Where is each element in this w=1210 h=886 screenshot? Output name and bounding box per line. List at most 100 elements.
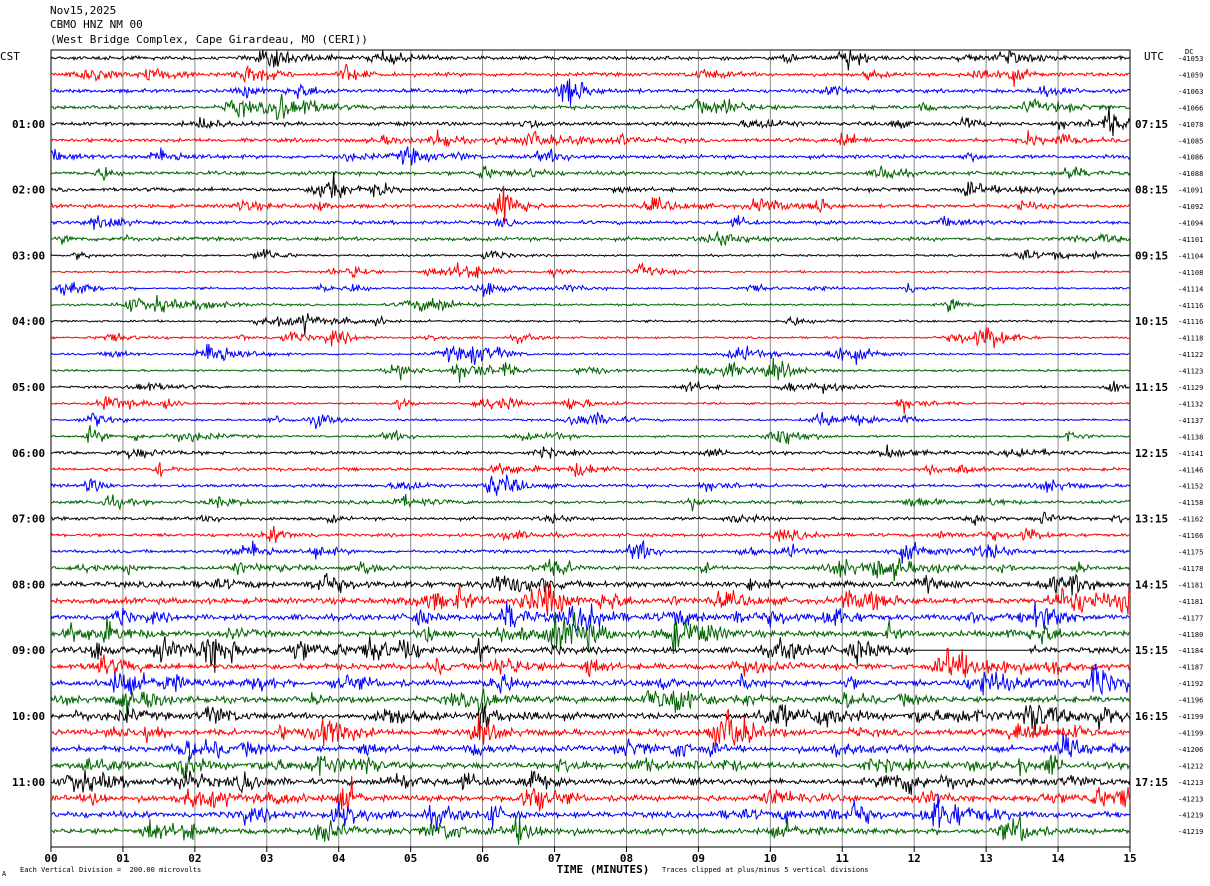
scale-note: Each Vertical Division = 200.00 microvol… <box>20 866 202 874</box>
left-hour-label: 11:00 <box>12 776 45 789</box>
dc-offset-label: -41192 <box>1178 680 1203 688</box>
dc-offset-label: -41181 <box>1178 581 1203 589</box>
dc-offset-label: -41175 <box>1178 549 1203 557</box>
seismic-trace <box>50 573 1131 596</box>
dc-label: DC <box>1185 48 1194 56</box>
dc-offset-label: -41162 <box>1178 516 1203 524</box>
dc-offset-label: -41196 <box>1178 697 1203 705</box>
dc-offset-label: -41129 <box>1178 384 1203 392</box>
x-axis-label: TIME (MINUTES) <box>557 863 650 876</box>
x-tick-label: 06 <box>476 852 490 865</box>
dc-offset-label: -41108 <box>1178 269 1203 277</box>
left-hour-label: 08:00 <box>12 578 45 591</box>
right-hour-label: 17:15 <box>1135 776 1168 789</box>
dc-offset-label: -41114 <box>1178 285 1203 293</box>
seismic-trace <box>50 313 1131 335</box>
dc-offset-label: -41137 <box>1178 417 1203 425</box>
dc-offset-label: -41141 <box>1178 450 1203 458</box>
dc-offset-label: -41092 <box>1178 203 1203 211</box>
seismic-trace <box>50 63 1131 87</box>
seismic-trace <box>50 358 1131 383</box>
dc-offset-label: -41063 <box>1178 88 1203 96</box>
seismic-trace <box>51 326 1131 349</box>
left-hour-label: 10:00 <box>12 710 45 723</box>
left-hour-label: 09:00 <box>12 644 45 657</box>
x-tick-label: 00 <box>44 852 57 865</box>
seismic-trace <box>50 396 1131 414</box>
dc-offset-label: -41199 <box>1178 729 1203 737</box>
left-hour-label: 03:00 <box>12 249 45 262</box>
dc-offset-label: -41212 <box>1178 762 1203 770</box>
dc-offset-label: -41078 <box>1178 121 1203 129</box>
seismic-trace <box>50 558 1131 582</box>
right-hour-label: 15:15 <box>1135 644 1168 657</box>
x-tick-label: 08 <box>620 852 633 865</box>
left-hour-label: 04:00 <box>12 315 45 328</box>
x-tick-label: 04 <box>332 852 346 865</box>
dc-offset-label: -41086 <box>1178 154 1203 162</box>
seismic-trace <box>50 185 1131 225</box>
seismic-trace <box>50 794 1131 831</box>
seismic-trace <box>50 129 1131 148</box>
seismic-trace <box>50 93 1131 120</box>
seismic-trace <box>50 703 1131 739</box>
dc-offset-label: -41219 <box>1178 812 1203 820</box>
seismic-trace <box>50 511 1131 526</box>
dc-offset-label: -41184 <box>1178 647 1203 655</box>
dc-offset-label: -41053 <box>1178 55 1203 63</box>
dc-offset-label: -41187 <box>1178 664 1203 672</box>
dc-offset-label: -41101 <box>1178 236 1203 244</box>
dc-offset-label: -41178 <box>1178 565 1203 573</box>
seismic-trace <box>50 295 1130 313</box>
seismic-trace <box>50 165 1131 182</box>
x-tick-label: 11 <box>836 852 850 865</box>
seismic-trace <box>50 343 1130 366</box>
x-tick-label: 01 <box>116 852 130 865</box>
seismic-trace <box>50 146 1131 166</box>
right-hour-label: 13:15 <box>1135 513 1168 526</box>
corner-mark: A <box>2 870 7 878</box>
seismic-trace <box>50 636 1131 673</box>
seismic-trace <box>50 215 1131 230</box>
x-tick-label: 09 <box>692 852 705 865</box>
dc-offset-label: -41138 <box>1178 433 1203 441</box>
dc-offset-label: -41118 <box>1178 335 1203 343</box>
right-hour-label: 07:15 <box>1135 118 1168 131</box>
right-hour-label: 10:15 <box>1135 315 1168 328</box>
dc-offset-label: -41059 <box>1178 71 1203 79</box>
seismic-trace <box>50 663 1131 696</box>
station-code: CBMO HNZ NM 00 <box>50 18 143 31</box>
x-tick-label: 02 <box>188 852 201 865</box>
dc-offset-label: -41116 <box>1178 302 1203 310</box>
right-hour-label: 09:15 <box>1135 249 1168 262</box>
seismic-trace <box>50 425 1131 445</box>
seismic-trace <box>50 462 1131 477</box>
left-hour-label: 06:00 <box>12 447 45 460</box>
x-tick-label: 13 <box>980 852 993 865</box>
seismic-trace <box>50 78 1131 106</box>
clip-note: Traces clipped at plus/minus 5 vertical … <box>662 866 869 874</box>
seismic-trace <box>50 281 1131 297</box>
seismic-trace <box>50 444 1131 460</box>
right-hour-label: 14:15 <box>1135 578 1168 591</box>
dc-offset-label: -41066 <box>1178 104 1203 112</box>
seismic-trace <box>50 49 1131 71</box>
dc-offset-label: -41152 <box>1178 483 1203 491</box>
dc-offset-label: -41123 <box>1178 368 1203 376</box>
seismic-trace <box>50 709 1130 747</box>
seismic-trace <box>50 380 1131 394</box>
right-timezone-label: UTC <box>1144 50 1164 63</box>
dc-offset-label: -41104 <box>1178 252 1203 260</box>
dc-offset-label: -41091 <box>1178 187 1203 195</box>
right-hour-label: 12:15 <box>1135 447 1168 460</box>
seismic-trace <box>50 171 1131 199</box>
seismic-trace <box>50 611 1131 655</box>
seismic-trace <box>50 688 1131 714</box>
dc-offset-label: -41116 <box>1178 318 1203 326</box>
station-location: (West Bridge Complex, Cape Girardeau, MO… <box>50 33 368 46</box>
dc-offset-label: -41213 <box>1178 779 1203 787</box>
dc-offset-label: -41094 <box>1178 220 1203 228</box>
dc-offset-label: -41180 <box>1178 631 1203 639</box>
seismic-trace <box>50 525 1131 544</box>
